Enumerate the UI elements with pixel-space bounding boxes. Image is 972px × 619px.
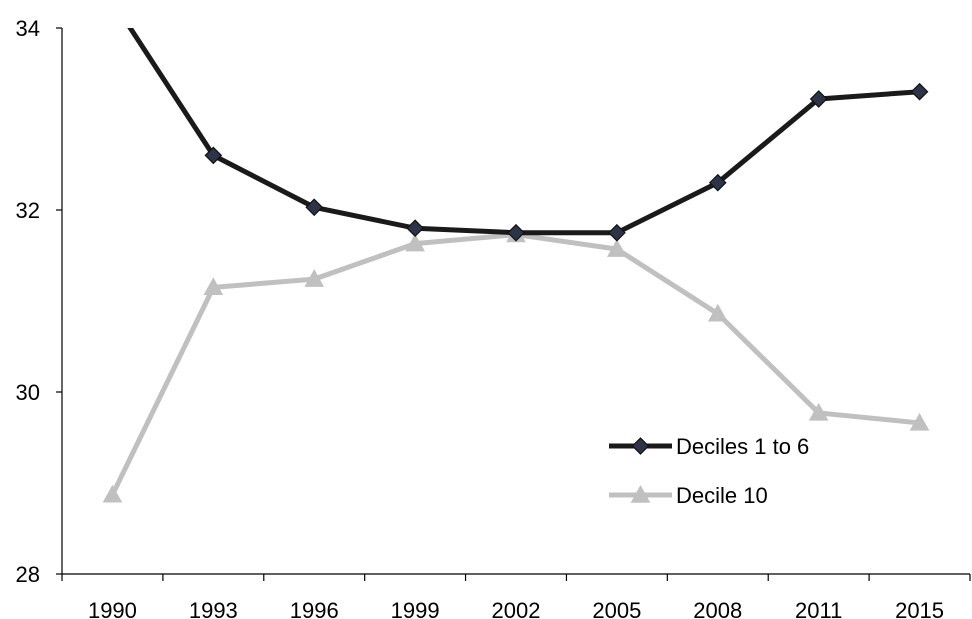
diamond-marker (708, 173, 727, 192)
triangle-marker (707, 303, 728, 322)
series-deciles-1-to-6 (104, 0, 929, 242)
legend-label: Deciles 1 to 6 (676, 434, 809, 459)
chart-series (102, 0, 930, 503)
triangle-marker (304, 269, 325, 287)
x-tick-label: 2005 (592, 598, 641, 619)
y-tick-label: 28 (16, 562, 40, 587)
x-tick-label: 2011 (795, 598, 842, 619)
triangle-marker (607, 239, 627, 257)
x-tick-label: 1993 (189, 598, 238, 619)
x-tick-label: 2002 (492, 598, 541, 619)
x-tick-label: 1999 (391, 598, 440, 619)
chart-axes: 28 30 32 34 1990 1993 1996 1999 2002 2005 2008 2011… (16, 16, 971, 619)
diamond-marker (910, 82, 929, 101)
x-tick-label: 2008 (693, 598, 742, 619)
diamond-marker (204, 146, 223, 165)
diamond-marker (507, 223, 525, 242)
series-decile-10 (102, 224, 930, 503)
triangle-marker (203, 277, 224, 296)
legend-item: Deciles 1 to 6 (609, 434, 809, 459)
diamond-marker (406, 219, 424, 238)
x-tick-label: 2015 (895, 598, 944, 619)
legend-diamond-marker (631, 437, 650, 455)
legend-triangle-marker (630, 484, 651, 503)
legend-label: Decile 10 (676, 483, 768, 508)
triangle-marker (808, 402, 829, 421)
y-tick-label: 34 (16, 16, 40, 41)
x-tick-label: 1990 (88, 598, 137, 619)
diamond-marker (809, 90, 828, 108)
y-tick-label: 30 (16, 380, 40, 405)
diamond-marker (608, 223, 626, 242)
triangle-marker (102, 484, 123, 503)
chart-legend: Deciles 1 to 6 Decile 10 (609, 434, 809, 508)
triangle-marker (909, 412, 930, 431)
y-tick-label: 32 (16, 198, 40, 223)
x-tick-label: 1996 (290, 598, 339, 619)
legend-item: Decile 10 (609, 483, 768, 508)
diamond-marker (305, 198, 324, 217)
triangle-marker (405, 233, 425, 252)
series-line (127, 28, 920, 236)
diamond-marker (104, 0, 120, 9)
